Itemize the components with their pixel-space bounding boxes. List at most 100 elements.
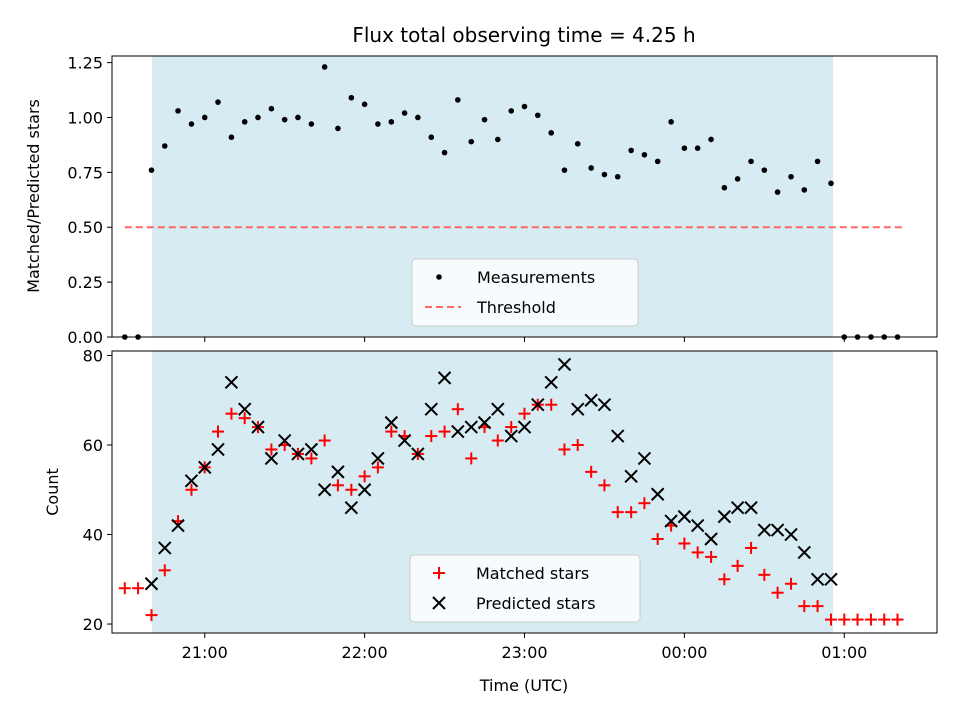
legend-measurements-marker <box>436 274 442 280</box>
predicted-star-point <box>411 447 425 461</box>
measurement-point <box>694 145 701 152</box>
matched-star-point <box>505 421 518 434</box>
matched-star-point <box>864 613 877 626</box>
x-tick-label: 22:00 <box>342 643 388 662</box>
measurement-point <box>428 134 435 141</box>
matched-star-point <box>185 483 198 496</box>
predicted-star-point <box>544 375 558 390</box>
measurement-point <box>455 97 461 103</box>
matched-star-point <box>331 479 344 492</box>
measurement-point <box>641 151 648 158</box>
x-tick-label: 23:00 <box>501 643 547 662</box>
matched-star-point <box>678 537 691 550</box>
predicted-star-point <box>717 509 732 524</box>
measurement-point <box>734 176 741 182</box>
legend-predicted-label: Predicted stars <box>476 594 596 613</box>
predicted-star-point <box>690 518 705 533</box>
measurement-point <box>668 119 674 125</box>
measurement-point <box>814 158 821 165</box>
predicted-star-point <box>211 442 225 457</box>
bottom-y-tick-label: 80 <box>83 346 103 365</box>
measurement-point <box>308 121 315 127</box>
predicted-star-point <box>491 402 505 416</box>
measurement-point <box>574 141 581 147</box>
top-legend: Measurements Threshold <box>411 258 639 327</box>
matched-star-point <box>212 425 225 438</box>
matched-star-point <box>225 407 238 420</box>
predicted-star-point <box>344 500 359 515</box>
matched-star-point <box>611 506 624 519</box>
predicted-star-point <box>824 572 838 586</box>
predicted-star-point <box>331 465 345 479</box>
top-y-tick-label: 1.00 <box>67 108 103 127</box>
predicted-star-point <box>237 402 252 416</box>
matched-star-point <box>305 452 318 465</box>
matched-star-point <box>558 443 571 456</box>
bottom-y-tick-label: 20 <box>83 615 103 634</box>
predicted-star-point <box>664 514 678 528</box>
matched-star-point <box>598 479 611 492</box>
matched-star-point <box>838 613 851 626</box>
top-y-axis-label: Matched/Predicted stars <box>24 99 43 293</box>
measurement-point <box>415 114 421 121</box>
matched-star-point <box>878 613 891 626</box>
measurement-point <box>201 114 208 121</box>
bottom-panel: 20 40 60 80 21:00 22:00 23:00 00:00 01:00 Count… <box>43 346 938 695</box>
legend-threshold-label: Threshold <box>476 298 556 317</box>
measurement-point <box>161 143 168 149</box>
matched-star-point <box>585 465 598 478</box>
measurement-point <box>281 116 288 123</box>
measurement-point <box>828 180 834 187</box>
matched-star-point <box>132 582 145 595</box>
predicted-star-point <box>451 424 465 439</box>
top-y-tick-label: 0.50 <box>67 218 103 237</box>
top-legend-box <box>411 258 639 327</box>
matched-star-point <box>358 470 371 483</box>
predicted-star-point <box>317 483 332 497</box>
measurement-point <box>215 99 221 105</box>
matched-star-point <box>265 443 278 456</box>
predicted-star-point <box>291 447 305 461</box>
predicted-star-point <box>650 487 665 501</box>
predicted-star-point <box>437 371 452 385</box>
measurement-point <box>481 116 488 123</box>
measurement-point <box>588 165 594 171</box>
measurement-point <box>561 167 568 173</box>
predicted-star-point <box>264 451 279 466</box>
predicted-star-point <box>757 523 772 537</box>
measurement-point <box>148 167 155 173</box>
matched-star-point <box>345 483 358 496</box>
predicted-star-point <box>357 483 372 497</box>
measurement-point <box>494 136 501 143</box>
predicted-star-point <box>810 572 825 586</box>
matched-star-point <box>371 461 384 474</box>
measurement-point <box>441 149 448 156</box>
legend-measurements-label: Measurements <box>477 268 595 287</box>
predicted-star-point <box>704 532 718 546</box>
matched-star-point <box>731 559 744 572</box>
measurement-point <box>521 103 528 110</box>
measurement-point <box>628 147 634 154</box>
predicted-star-point <box>144 577 159 591</box>
x-tick-label: 00:00 <box>661 643 707 662</box>
predicted-star-point <box>184 474 199 488</box>
matched-star-point <box>745 541 758 554</box>
matched-star-point <box>438 425 451 438</box>
bottom-y-tick-label: 60 <box>83 436 103 455</box>
measurement-point <box>774 189 781 195</box>
top-y-tick-label: 0.75 <box>67 163 103 182</box>
matched-star-point <box>758 568 771 581</box>
predicted-star-point <box>770 523 785 537</box>
matched-star-point <box>545 398 558 411</box>
predicted-star-point <box>624 469 638 484</box>
measurement-point <box>361 101 368 108</box>
predicted-star-point <box>464 420 478 434</box>
predicted-star-point <box>797 545 812 560</box>
predicted-star-point <box>504 429 518 443</box>
predicted-star-point <box>611 429 625 443</box>
measurement-point <box>388 119 395 125</box>
predicted-star-point <box>424 402 438 416</box>
matched-star-point <box>238 412 251 425</box>
predicted-star-point <box>557 357 572 372</box>
predicted-star-point <box>224 375 239 390</box>
